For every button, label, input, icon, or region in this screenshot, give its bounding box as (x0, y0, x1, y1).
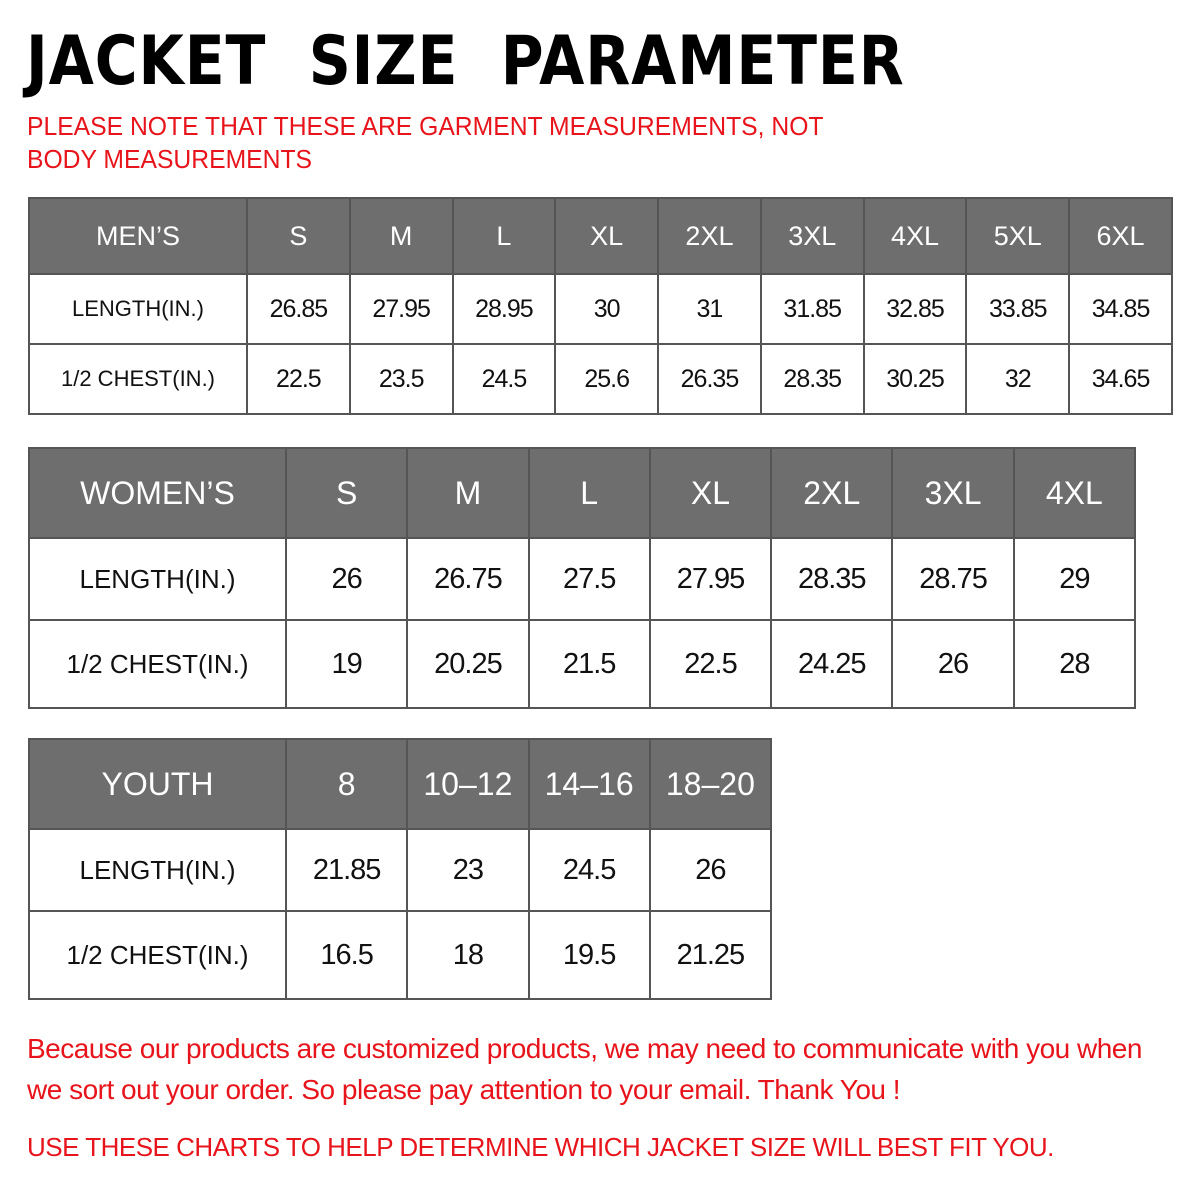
measurement-cell: 31 (657, 273, 762, 345)
size-header: M (348, 197, 454, 275)
size-header: 2XL (770, 447, 894, 539)
size-header: 4XL (862, 197, 968, 275)
row-label: 1/2 CHEST(IN.) (28, 910, 287, 1000)
size-header: 8 (284, 738, 409, 830)
size-header: 4XL (1012, 447, 1137, 539)
table-row: LENGTH(IN.) 21.85 23 24.5 26 (28, 828, 773, 912)
header-row: MEN’S S M L XL 2XL 3XL 4XL 5XL 6XL (28, 197, 1173, 275)
measurement-cell: 21.85 (284, 828, 409, 912)
measurement-cell: 27.95 (348, 273, 454, 345)
measurement-cell: 28.35 (759, 343, 865, 415)
measurement-cell: 30 (554, 273, 660, 345)
measurement-cell: 16.5 (284, 910, 409, 1000)
mens-size-table: MEN’S S M L XL 2XL 3XL 4XL 5XL 6XL LENGTH(IN.) 26.8… (28, 197, 1173, 415)
table-row: 1/2 CHEST(IN.) 16.5 18 19.5 21.25 (28, 910, 773, 1000)
row-label: LENGTH(IN.) (28, 273, 248, 345)
measurement-cell: 33.85 (965, 273, 1071, 345)
table-row: 1/2 CHEST(IN.) 19 20.25 21.5 22.5 24.25 26 28 (28, 619, 1137, 709)
measurement-cell: 26.85 (246, 273, 351, 345)
row-label: 1/2 CHEST(IN.) (28, 343, 248, 415)
category-header: WOMEN’S (28, 447, 287, 539)
size-header: 5XL (965, 197, 1071, 275)
measurement-cell: 26.35 (657, 343, 762, 415)
youth-size-table: YOUTH 8 10–12 14–16 18–20 LENGTH(IN.) 21.85 23 2… (28, 738, 773, 1000)
table-row: 1/2 CHEST(IN.) 22.5 23.5 24.5 25.6 26.35 28.35… (28, 343, 1173, 415)
page-title: JACKET SIZE PARAMETER (26, 22, 905, 101)
measurement-cell: 23.5 (348, 343, 454, 415)
measurement-cell: 27.95 (648, 537, 773, 621)
size-header: 6XL (1068, 197, 1173, 275)
size-header: 2XL (657, 197, 762, 275)
measurement-cell: 21.5 (527, 619, 651, 709)
size-header: S (246, 197, 351, 275)
header-row: WOMEN’S S M L XL 2XL 3XL 4XL (28, 447, 1137, 539)
size-header: XL (554, 197, 660, 275)
measurement-cell: 26 (284, 537, 409, 621)
size-header: XL (648, 447, 773, 539)
measurement-cell: 28 (1012, 619, 1137, 709)
measurement-cell: 19.5 (527, 910, 651, 1000)
measurement-cell: 26 (891, 619, 1015, 709)
measurement-cell: 32.85 (862, 273, 968, 345)
measurement-cell: 25.6 (554, 343, 660, 415)
footer-note: USE THESE CHARTS TO HELP DETERMINE WHICH… (27, 1132, 1054, 1162)
category-header: YOUTH (28, 738, 287, 830)
measurement-cell: 34.85 (1068, 273, 1173, 345)
customization-message: Because our products are customized prod… (27, 1033, 1142, 1105)
measurement-cell: 31.85 (759, 273, 865, 345)
measurement-cell: 24.25 (770, 619, 894, 709)
measurement-note: PLEASE NOTE THAT THESE ARE GARMENT MEASU… (27, 111, 824, 174)
measurement-cell: 28.35 (770, 537, 894, 621)
measurement-cell: 27.5 (527, 537, 651, 621)
row-label: LENGTH(IN.) (28, 537, 287, 621)
measurement-cell: 22.5 (246, 343, 351, 415)
size-header: 14–16 (527, 738, 651, 830)
measurement-cell: 24.5 (527, 828, 651, 912)
size-header: L (527, 447, 651, 539)
row-label: LENGTH(IN.) (28, 828, 287, 912)
womens-size-table: WOMEN’S S M L XL 2XL 3XL 4XL LENGTH(IN.) 26 26.75 2… (28, 447, 1137, 709)
measurement-cell: 19 (284, 619, 409, 709)
measurement-cell: 18 (406, 910, 530, 1000)
measurement-cell: 21.25 (648, 910, 773, 1000)
measurement-cell: 29 (1012, 537, 1137, 621)
size-header: L (451, 197, 557, 275)
size-header: 18–20 (648, 738, 773, 830)
header-row: YOUTH 8 10–12 14–16 18–20 (28, 738, 773, 830)
category-header: MEN’S (28, 197, 248, 275)
table-row: LENGTH(IN.) 26.85 27.95 28.95 30 31 31.85 32.85… (28, 273, 1173, 345)
row-label: 1/2 CHEST(IN.) (28, 619, 287, 709)
measurement-cell: 24.5 (451, 343, 557, 415)
measurement-cell: 26 (648, 828, 773, 912)
measurement-cell: 28.75 (891, 537, 1015, 621)
measurement-cell: 22.5 (648, 619, 773, 709)
measurement-cell: 34.65 (1068, 343, 1173, 415)
size-header: 10–12 (406, 738, 530, 830)
measurement-cell: 20.25 (406, 619, 530, 709)
measurement-cell: 30.25 (862, 343, 968, 415)
measurement-cell: 23 (406, 828, 530, 912)
measurement-cell: 26.75 (406, 537, 530, 621)
size-header: M (406, 447, 530, 539)
size-header: 3XL (891, 447, 1015, 539)
table-row: LENGTH(IN.) 26 26.75 27.5 27.95 28.35 28.75 29 (28, 537, 1137, 621)
size-header: 3XL (759, 197, 865, 275)
size-header: S (284, 447, 409, 539)
measurement-cell: 32 (965, 343, 1071, 415)
measurement-cell: 28.95 (451, 273, 557, 345)
